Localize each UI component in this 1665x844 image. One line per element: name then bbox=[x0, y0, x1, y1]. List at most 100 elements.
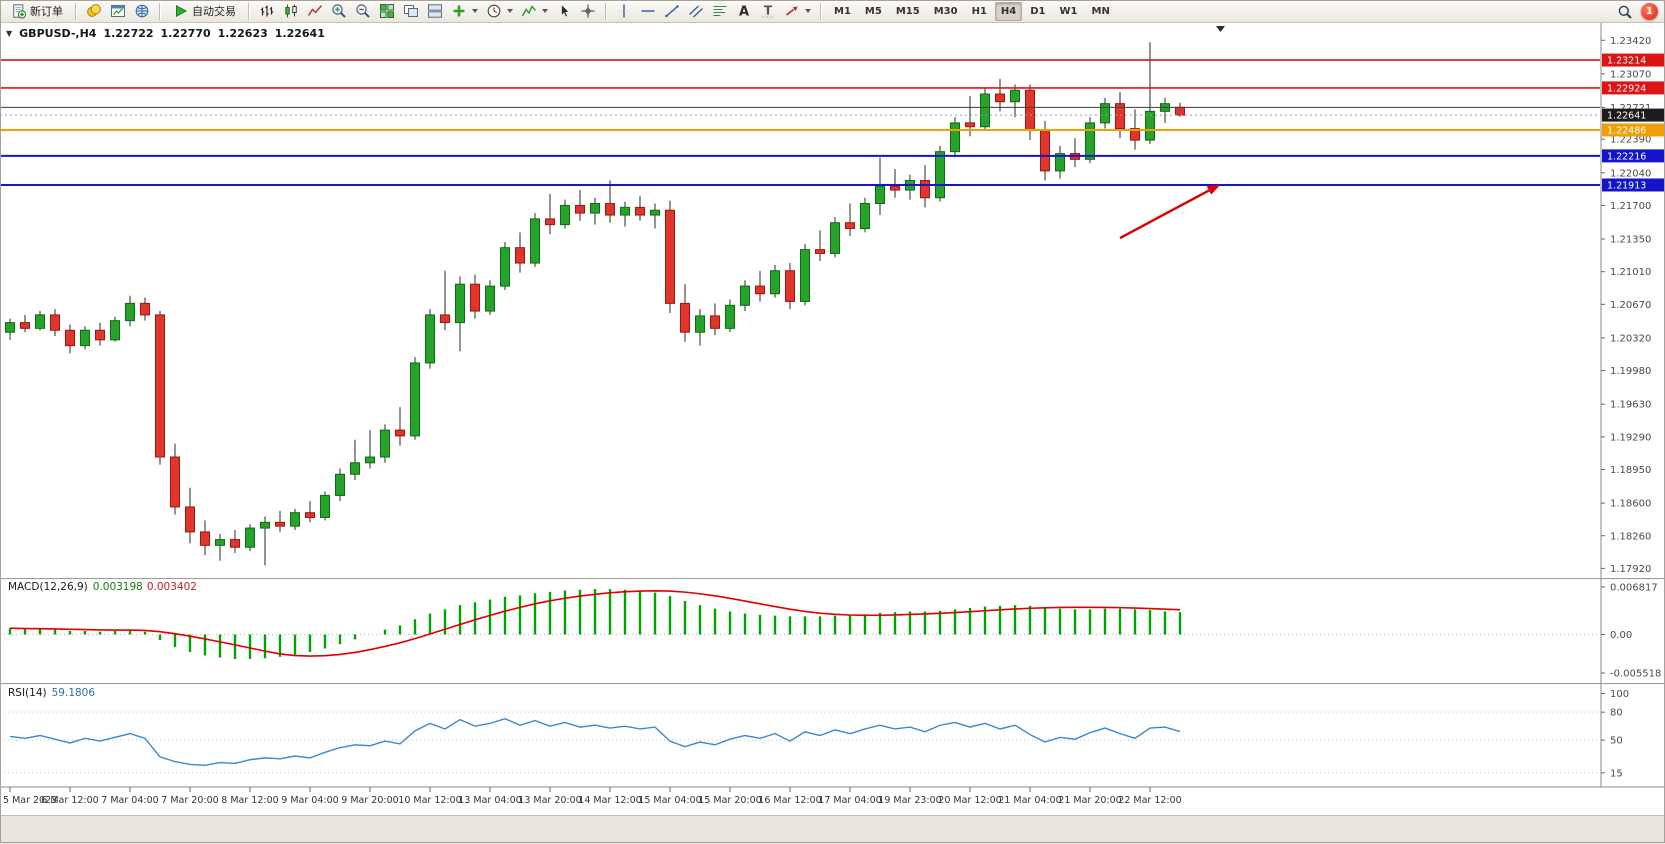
timeframe-h1-button[interactable]: H1 bbox=[966, 2, 993, 21]
candle-body bbox=[545, 218, 555, 226]
macd-axis[interactable]: 0.006817 0.00 -0.005518 bbox=[1601, 582, 1661, 680]
chart-canvas[interactable]: 1.23420 1.23070 1.22721 1.22390 1.22040 1.217… bbox=[0, 23, 1665, 815]
dropdown-caret-icon bbox=[507, 9, 513, 13]
trendline-button[interactable] bbox=[660, 1, 684, 21]
ohlc-bars-button[interactable] bbox=[255, 1, 279, 21]
candle-body bbox=[5, 322, 15, 333]
timeframe-mn-button[interactable]: MN bbox=[1086, 2, 1116, 21]
candle-body bbox=[590, 203, 600, 214]
zoom-out-icon bbox=[356, 4, 370, 18]
line-chart-button[interactable] bbox=[303, 1, 327, 21]
auto-trading-button[interactable]: 自动交易 bbox=[166, 1, 243, 21]
zoom-in-button[interactable] bbox=[327, 1, 351, 21]
timeframe-d1-button[interactable]: D1 bbox=[1024, 2, 1051, 21]
price-axis-label: 1.23420 bbox=[1610, 36, 1651, 47]
pane-separator[interactable] bbox=[0, 683, 1665, 685]
time-axis-label: 10 Mar 12:00 bbox=[398, 795, 461, 806]
price-axis[interactable]: 1.23420 1.23070 1.22721 1.22390 1.22040 1.217… bbox=[1601, 36, 1651, 575]
candle-body bbox=[1115, 103, 1125, 130]
text-icon: A bbox=[739, 5, 749, 20]
price-tag-text: 1.22924 bbox=[1607, 83, 1646, 94]
candlestick-series bbox=[5, 42, 1185, 566]
horizontal-line-button[interactable] bbox=[636, 1, 660, 21]
crosshair-button[interactable] bbox=[576, 1, 600, 21]
current-price-tag: 1.22641 bbox=[1602, 108, 1664, 122]
trend-arrow[interactable] bbox=[1119, 184, 1221, 240]
indicators-button[interactable] bbox=[517, 1, 552, 21]
candle-body bbox=[65, 329, 75, 347]
candle-body bbox=[920, 179, 930, 199]
periods-button[interactable] bbox=[482, 1, 517, 21]
macd-indicator-label: MACD(12,26,9) 0.003198 0.003402 bbox=[8, 581, 197, 593]
candle-body bbox=[470, 283, 480, 312]
time-axis-label: 6 Mar 12:00 bbox=[41, 795, 98, 806]
candle-body bbox=[110, 320, 120, 341]
arrange-windows-button[interactable] bbox=[423, 1, 447, 21]
auto-trading-label: 自动交易 bbox=[192, 5, 236, 18]
pane-separator[interactable] bbox=[0, 578, 1665, 580]
market-watch-button[interactable] bbox=[106, 1, 130, 21]
pane-separator-highlight bbox=[0, 684, 1665, 686]
fibonacci-button[interactable] bbox=[708, 1, 732, 21]
label-icon: T bbox=[762, 4, 774, 18]
rsi-axis-label: 15 bbox=[1610, 768, 1623, 779]
community-button[interactable] bbox=[130, 1, 154, 21]
text-button[interactable]: A bbox=[732, 1, 756, 21]
line-chart-icon bbox=[307, 5, 323, 16]
timeframe-h4-button[interactable]: H4 bbox=[994, 1, 1023, 21]
candle-body bbox=[20, 322, 30, 329]
candle-body bbox=[635, 206, 645, 216]
timeframe-w1-button[interactable]: W1 bbox=[1054, 2, 1084, 21]
candle-body bbox=[1055, 153, 1065, 172]
timeframe-m5-button[interactable]: M5 bbox=[859, 2, 888, 21]
search-button[interactable] bbox=[1617, 3, 1635, 21]
timeframe-m15-button[interactable]: M15 bbox=[890, 2, 926, 21]
candle-body bbox=[680, 302, 690, 333]
new-chart-button[interactable] bbox=[447, 1, 482, 21]
candle-body bbox=[935, 151, 945, 199]
candle-body bbox=[485, 285, 495, 312]
new-order-button[interactable]: 新订单 bbox=[4, 1, 70, 21]
candle-body bbox=[665, 209, 675, 304]
label-button[interactable]: T bbox=[756, 1, 780, 21]
time-axis-label: 21 Mar 20:00 bbox=[1058, 795, 1121, 806]
price-tag-text: 1.22486 bbox=[1607, 125, 1646, 136]
macd-axis-label: -0.005518 bbox=[1610, 669, 1661, 680]
expand-caret-icon[interactable]: ▼ bbox=[6, 29, 13, 38]
candle-body bbox=[215, 539, 225, 546]
toolbar-separator bbox=[248, 2, 250, 20]
notification-badge[interactable]: 1 bbox=[1641, 3, 1658, 20]
cursor-button[interactable] bbox=[552, 1, 576, 21]
rsi-axis[interactable]: 100 80 50 15 bbox=[1601, 689, 1629, 779]
chart-shift-marker[interactable] bbox=[1216, 26, 1225, 32]
candle-body bbox=[950, 122, 960, 153]
symbol-title: GBPUSD-,H4 bbox=[19, 27, 97, 40]
macd-axis-label: 0.00 bbox=[1610, 630, 1632, 641]
tile-windows-button[interactable] bbox=[375, 1, 399, 21]
fibonacci-icon bbox=[713, 5, 727, 17]
vertical-line-button[interactable] bbox=[612, 1, 636, 21]
candle-body bbox=[155, 314, 165, 458]
chart-profiles-button[interactable] bbox=[82, 1, 106, 21]
candle-body bbox=[875, 185, 885, 205]
equidistant-channel-button[interactable] bbox=[684, 1, 708, 21]
time-axis-label: 7 Mar 04:00 bbox=[101, 795, 158, 806]
time-axis-label: 9 Mar 04:00 bbox=[281, 795, 338, 806]
cascade-windows-button[interactable] bbox=[399, 1, 423, 21]
candle-body bbox=[1145, 110, 1155, 141]
candle-body bbox=[770, 270, 780, 295]
ohlc-close: 1.22641 bbox=[274, 27, 325, 40]
candle-body bbox=[50, 314, 60, 331]
price-level-tag: 1.22216 bbox=[1602, 149, 1664, 163]
timeframe-m1-button[interactable]: M1 bbox=[828, 2, 857, 21]
dropdown-caret-icon bbox=[472, 9, 478, 13]
toolbar-separator bbox=[159, 2, 161, 20]
time-axis-label: 7 Mar 20:00 bbox=[161, 795, 218, 806]
timeframe-m30-button[interactable]: M30 bbox=[928, 2, 964, 21]
candle-body bbox=[1040, 130, 1050, 172]
price-level-tag: 1.21913 bbox=[1602, 178, 1664, 192]
arrows-button[interactable] bbox=[780, 1, 815, 21]
zoom-out-button[interactable] bbox=[351, 1, 375, 21]
candlesticks-button[interactable] bbox=[279, 1, 303, 21]
